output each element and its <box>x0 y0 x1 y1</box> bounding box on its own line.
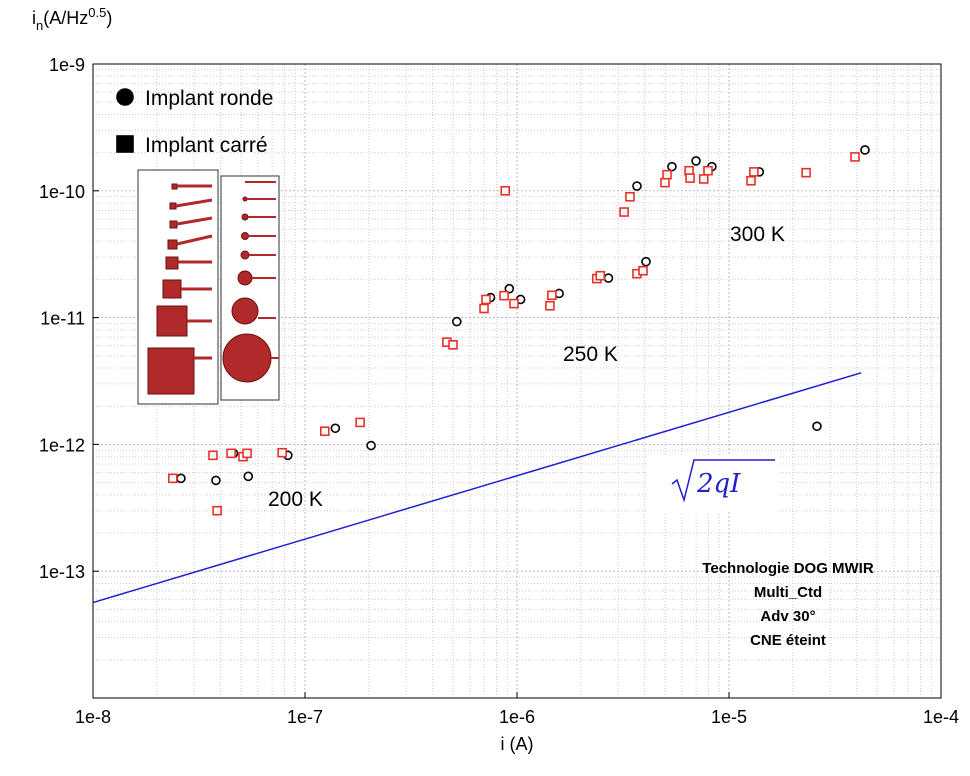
point <box>625 191 635 202</box>
point <box>545 300 555 311</box>
point <box>243 471 254 482</box>
y-tick-label: 1e-9 <box>49 55 85 75</box>
point <box>660 177 670 188</box>
point <box>662 169 672 180</box>
annotation: 300 K <box>730 223 785 246</box>
point <box>208 450 218 461</box>
point <box>632 181 642 191</box>
point <box>451 316 462 327</box>
point <box>850 152 860 162</box>
point <box>355 417 365 428</box>
legend-marker <box>116 88 134 106</box>
y-label-part: i <box>32 8 36 28</box>
y-label-part: ) <box>106 8 112 28</box>
point <box>277 447 287 458</box>
info-line: CNE éteint <box>750 632 826 649</box>
point <box>479 303 489 314</box>
legend: Implant ronde Implant carré <box>116 87 273 157</box>
x-tick-label: 1e-5 <box>711 707 747 727</box>
point <box>698 174 709 184</box>
y-label-sup: 0.5 <box>88 5 106 20</box>
point <box>504 283 515 294</box>
y-tick-label: 1e-11 <box>40 309 85 329</box>
point <box>746 175 756 186</box>
point <box>242 448 252 459</box>
legend-label: Implant ronde <box>145 87 273 110</box>
point <box>667 161 677 172</box>
formula-box <box>648 456 778 512</box>
y-tick-label: 1e-12 <box>39 435 85 455</box>
y-label-sub: n <box>36 18 43 33</box>
annotation: 250 K <box>563 343 618 366</box>
point <box>595 270 606 281</box>
point <box>638 265 648 276</box>
y-tick-label: 1e-13 <box>39 562 85 582</box>
point <box>691 156 701 166</box>
x-axis-label: i (A) <box>501 734 534 754</box>
info-line: Adv 30° <box>760 608 815 625</box>
point <box>703 165 713 176</box>
point <box>320 426 330 437</box>
point <box>860 145 870 155</box>
radical-sign <box>671 459 775 503</box>
reference-line <box>92 372 862 604</box>
point <box>547 290 557 301</box>
point <box>499 290 509 301</box>
point <box>685 173 695 183</box>
point <box>366 440 376 451</box>
x-tick-label: 1e-7 <box>287 707 323 727</box>
legend-label: Implant carré <box>145 134 268 157</box>
point <box>330 423 341 434</box>
x-tick-label: 1e-6 <box>499 707 535 727</box>
point <box>801 167 811 178</box>
point <box>226 448 236 459</box>
y-label-part: (A/Hz <box>43 8 88 28</box>
info-line: Technologie DOG MWIR <box>702 560 874 577</box>
point <box>603 273 614 283</box>
info-line: Multi_Ctd <box>754 584 822 601</box>
point <box>812 421 822 432</box>
x-tick-label: 1e-4 <box>923 707 959 727</box>
annotation: 200 K <box>268 488 323 511</box>
formula: 2qI <box>696 469 741 499</box>
point <box>176 473 186 484</box>
point <box>481 294 491 305</box>
device-inset <box>137 169 280 405</box>
point <box>212 505 222 516</box>
legend-marker <box>116 135 134 153</box>
point <box>619 207 629 217</box>
y-axis-label: in(A/Hz0.5) <box>32 5 112 33</box>
point <box>500 186 511 196</box>
info-block: Technologie DOG MWIR Multi_Ctd Adv 30° C… <box>702 560 874 649</box>
point <box>749 167 759 177</box>
x-tick-label: 1e-8 <box>75 707 111 727</box>
plot-area <box>92 145 870 604</box>
point <box>509 298 519 309</box>
y-tick-label: 1e-10 <box>39 182 85 202</box>
point <box>641 256 651 267</box>
point <box>448 340 458 350</box>
point <box>211 475 221 486</box>
point <box>168 473 178 484</box>
